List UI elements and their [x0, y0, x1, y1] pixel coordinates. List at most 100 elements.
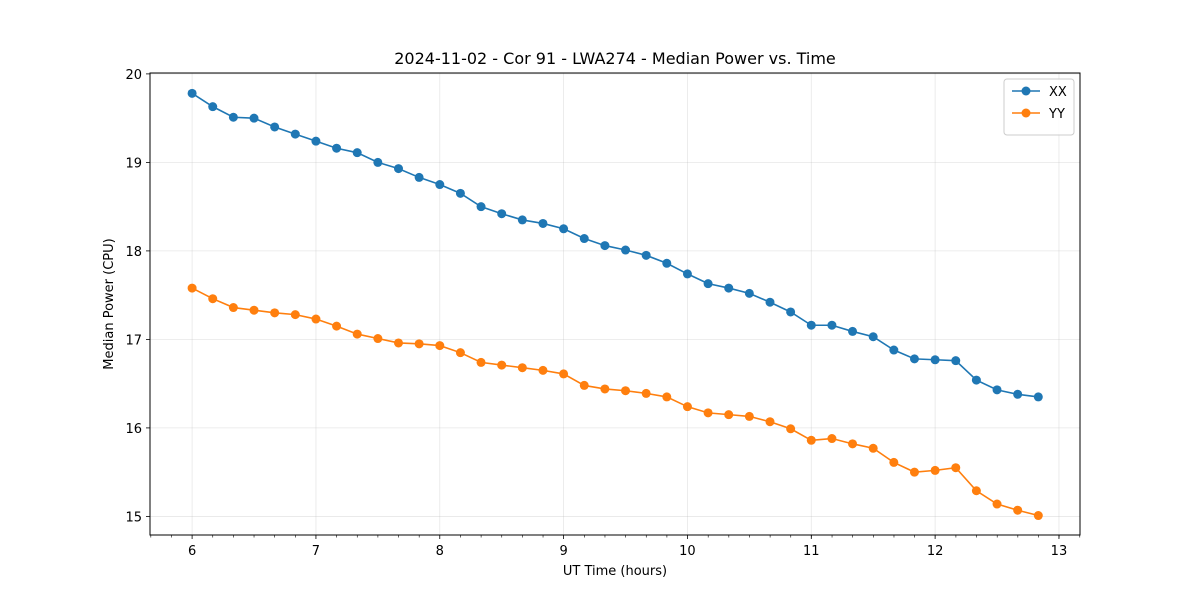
data-point-yy	[868, 443, 878, 453]
y-tick-label: 15	[125, 510, 142, 525]
data-point-yy	[208, 294, 218, 304]
x-tick-label: 7	[312, 544, 320, 559]
plot-frame	[149, 72, 1081, 536]
data-point-xx	[352, 148, 362, 158]
series-yy	[187, 283, 1043, 521]
data-point-yy	[971, 486, 981, 496]
data-point-yy	[951, 463, 961, 473]
data-point-xx	[765, 297, 775, 307]
data-point-yy	[827, 434, 837, 444]
data-point-yy	[1033, 511, 1043, 521]
data-point-yy	[393, 338, 403, 348]
data-point-xx	[414, 172, 424, 182]
data-point-yy	[373, 334, 383, 344]
x-tick-label: 13	[1051, 544, 1068, 559]
data-point-yy	[249, 305, 259, 315]
data-point-yy	[786, 424, 796, 434]
data-point-yy	[744, 411, 754, 421]
data-point-xx	[435, 180, 445, 190]
data-point-yy	[992, 499, 1002, 509]
data-point-yy	[517, 363, 527, 373]
data-point-xx	[249, 113, 259, 123]
y-tick-label: 19	[125, 156, 142, 171]
data-point-xx	[682, 269, 692, 279]
data-point-xx	[971, 375, 981, 385]
data-point-xx	[930, 355, 940, 365]
legend: XX YY	[1003, 78, 1075, 136]
data-point-xx	[848, 326, 858, 336]
data-point-xx	[559, 224, 569, 234]
y-axis-label: Median Power (CPU)	[102, 238, 117, 369]
data-point-xx	[909, 354, 919, 364]
y-tick-label: 18	[125, 245, 142, 260]
data-point-yy	[332, 321, 342, 331]
data-point-xx	[393, 164, 403, 174]
data-point-yy	[703, 408, 713, 418]
data-point-yy	[724, 410, 734, 420]
data-point-xx	[497, 209, 507, 219]
data-point-yy	[455, 348, 465, 358]
data-point-yy	[476, 357, 486, 367]
y-tick-label: 16	[125, 422, 142, 437]
x-tick-label: 6	[188, 544, 196, 559]
data-point-yy	[930, 465, 940, 475]
data-point-yy	[621, 386, 631, 396]
grid	[150, 73, 1080, 535]
data-point-yy	[600, 384, 610, 394]
data-point-yy	[889, 457, 899, 467]
data-point-xx	[868, 332, 878, 342]
data-point-xx	[476, 202, 486, 212]
data-point-xx	[806, 320, 816, 330]
data-point-xx	[538, 218, 548, 228]
data-point-yy	[538, 365, 548, 375]
x-tick-label: 8	[436, 544, 444, 559]
data-point-xx	[951, 356, 961, 366]
data-point-yy	[187, 283, 197, 293]
data-point-xx	[992, 385, 1002, 395]
data-point-yy	[1013, 505, 1023, 515]
x-tick-label: 12	[927, 544, 944, 559]
data-point-yy	[228, 303, 238, 313]
data-point-xx	[187, 88, 197, 98]
legend-label: XX	[1049, 85, 1067, 100]
data-point-xx	[373, 157, 383, 167]
x-tick-label: 9	[559, 544, 567, 559]
x-axis-label: UT Time (hours)	[563, 564, 667, 579]
data-point-xx	[228, 112, 238, 122]
legend-box	[1003, 78, 1075, 136]
legend-label: YY	[1048, 107, 1065, 122]
data-point-xx	[703, 279, 713, 289]
data-point-yy	[848, 439, 858, 449]
data-point-yy	[641, 388, 651, 398]
data-point-xx	[1013, 389, 1023, 399]
data-point-yy	[682, 402, 692, 412]
data-point-yy	[909, 467, 919, 477]
data-point-xx	[641, 250, 651, 260]
data-point-xx	[579, 234, 589, 244]
y-tick-label: 20	[125, 68, 142, 83]
axis-ticks: 6 7 8 9 10 11 12 13 15 16 17 18 19 20	[125, 68, 1081, 559]
data-point-yy	[765, 417, 775, 427]
data-point-xx	[455, 188, 465, 198]
data-point-yy	[352, 329, 362, 339]
data-point-xx	[744, 288, 754, 298]
data-point-yy	[270, 308, 280, 318]
chart-title: 2024-11-02 - Cor 91 - LWA274 - Median Po…	[394, 49, 836, 68]
series-layer	[187, 88, 1043, 521]
data-point-xx	[621, 245, 631, 255]
data-point-yy	[311, 314, 321, 324]
data-point-xx	[311, 136, 321, 146]
legend-marker	[1021, 86, 1031, 96]
data-point-xx	[662, 258, 672, 268]
data-point-yy	[806, 435, 816, 445]
data-point-xx	[208, 102, 218, 112]
x-tick-label: 11	[803, 544, 820, 559]
data-point-xx	[270, 122, 280, 132]
data-point-yy	[662, 392, 672, 402]
data-point-yy	[435, 341, 445, 351]
data-point-yy	[290, 310, 300, 320]
data-point-xx	[290, 129, 300, 139]
data-point-xx	[724, 283, 734, 293]
data-point-xx	[786, 307, 796, 317]
